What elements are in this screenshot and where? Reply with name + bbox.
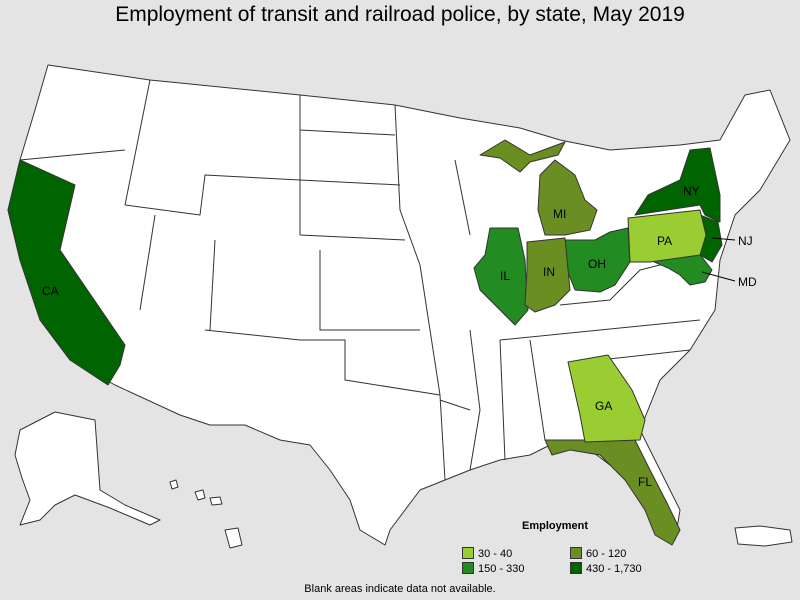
state-mi: [479, 139, 598, 236]
legend-item-430-1730: 430 - 1,730: [570, 562, 642, 575]
state-ca: [7, 159, 126, 386]
legend-swatch: [462, 547, 474, 559]
map-title: Employment of transit and railroad polic…: [115, 3, 685, 26]
us-mainland-outline: [7, 64, 791, 546]
label-ca: CA: [42, 284, 59, 298]
state-ak: [14, 411, 161, 526]
legend-label: 150 - 330: [478, 563, 525, 575]
nj-leader-line: [711, 237, 736, 241]
legend-item-150-330: 150 - 330: [462, 562, 524, 575]
territory-pr: [734, 525, 793, 547]
label-ga: GA: [595, 399, 612, 413]
label-in: IN: [543, 265, 555, 279]
state-il: [473, 227, 529, 326]
state-pa: [627, 209, 707, 263]
legend-swatch: [570, 562, 582, 574]
state-ga: [567, 354, 646, 443]
label-nj: NJ: [738, 234, 753, 248]
label-pa: PA: [657, 234, 672, 248]
legend-swatch: [462, 562, 474, 574]
label-fl: FL: [638, 475, 652, 489]
legend-label: 60 - 120: [586, 548, 627, 560]
footnote: Blank areas indicate data not available.: [304, 583, 496, 595]
legend-label: 430 - 1,730: [586, 563, 642, 575]
label-il: IL: [500, 269, 510, 283]
legend-swatch: [570, 547, 582, 559]
legend-label: 30 - 40: [478, 548, 513, 560]
label-oh: OH: [588, 257, 606, 271]
legend-item-30-40: 30 - 40: [462, 547, 512, 560]
state-in: [524, 237, 571, 313]
state-borders: [19, 79, 701, 481]
us-map: CA NY NJ IL OH MD MI IN FL PA GA: [7, 64, 793, 549]
state-hi: [169, 479, 243, 549]
state-oh: [564, 227, 631, 293]
label-md: MD: [738, 275, 757, 289]
label-mi: MI: [553, 207, 566, 221]
state-fl: [544, 439, 681, 546]
state-ny: [634, 147, 721, 223]
label-ny: NY: [683, 184, 700, 198]
legend-title: Employment: [522, 520, 589, 532]
legend-item-60-120: 60 - 120: [570, 547, 626, 560]
md-leader-line: [701, 271, 736, 282]
